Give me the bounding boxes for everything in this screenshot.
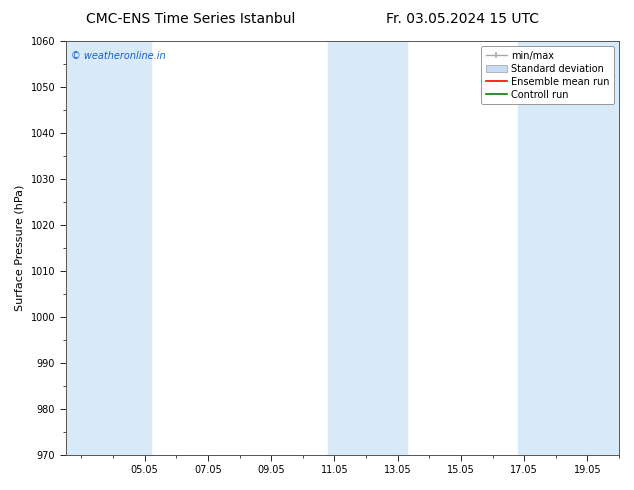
Y-axis label: Surface Pressure (hPa): Surface Pressure (hPa)	[15, 185, 25, 311]
Bar	[328, 41, 407, 455]
Text: © weatheronline.in: © weatheronline.in	[71, 51, 165, 61]
Bar	[518, 41, 619, 455]
Legend: min/max, Standard deviation, Ensemble mean run, Controll run: min/max, Standard deviation, Ensemble me…	[481, 46, 614, 104]
Text: Fr. 03.05.2024 15 UTC: Fr. 03.05.2024 15 UTC	[386, 12, 540, 26]
Bar	[65, 41, 151, 455]
Text: CMC-ENS Time Series Istanbul: CMC-ENS Time Series Istanbul	[86, 12, 295, 26]
